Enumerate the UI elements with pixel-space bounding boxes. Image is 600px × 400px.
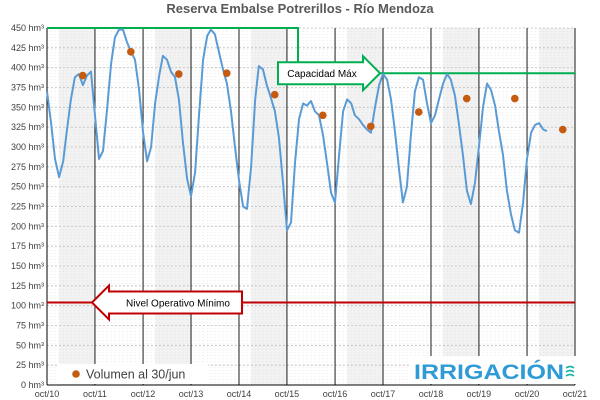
chart-title: Reserva Embalse Potrerillos - Río Mendoz… [166, 1, 434, 16]
reference-lines: Capacidad Máx Nivel Operativo Mínimo [47, 27, 575, 322]
y-tick-label: 425 hm³ [11, 43, 44, 53]
june30-volume-point [127, 48, 135, 56]
y-tick-label: 150 hm³ [11, 261, 44, 271]
y-tick-label: 450 hm³ [11, 23, 44, 33]
x-tick-label: oct/17 [371, 389, 396, 399]
x-tick-label: oct/15 [275, 389, 300, 399]
y-tick-label: 375 hm³ [11, 83, 44, 93]
series-layer [46, 28, 567, 234]
june30-volume-point [558, 125, 567, 134]
x-axis: oct/10 oct/11 oct/12 oct/13 oct/14 oct/15 oct/… [35, 389, 588, 399]
legend: Volumen al 30/jun [58, 364, 208, 384]
grid-lines [46, 27, 576, 386]
logo-wave-icon [565, 373, 575, 377]
y-tick-label: 25 hm³ [16, 360, 44, 370]
june30-volume-point [78, 71, 87, 80]
y-tick-label: 75 hm³ [16, 321, 44, 331]
x-tick-label: oct/10 [35, 389, 60, 399]
logo-wave-icon [565, 369, 575, 373]
legend-marker [72, 370, 80, 378]
x-tick-label: oct/14 [227, 389, 252, 399]
y-tick-label: 50 hm³ [16, 340, 44, 350]
legend-label: Volumen al 30/jun [86, 368, 185, 382]
x-tick-label: oct/11 [83, 389, 107, 399]
logo-text: IRRIGACIÓN [414, 360, 564, 384]
june30-volume-point [414, 108, 423, 116]
x-tick-label: oct/21 [563, 389, 588, 399]
y-tick-label: 300 hm³ [11, 142, 44, 152]
y-tick-label: 225 hm³ [11, 202, 44, 212]
max-capacity-label: Capacidad Máx [287, 69, 356, 80]
june30-volume-point [270, 90, 279, 99]
y-tick-label: 325 hm³ [11, 122, 44, 132]
x-tick-label: oct/12 [131, 389, 156, 399]
y-tick-label: 250 hm³ [11, 182, 44, 192]
year-band [155, 28, 192, 385]
min-operating-arrow [90, 283, 243, 322]
legend-box [58, 364, 208, 384]
y-axis: 0 hm³ 25 hm³ 50 hm³ 75 hm³ 100 hm³ 125 hm³ 150… [11, 23, 44, 390]
y-tick-label: 350 hm³ [11, 102, 44, 112]
max-capacity-line [47, 27, 575, 75]
x-tick-label: oct/20 [515, 389, 540, 399]
y-tick-label: 125 hm³ [11, 281, 44, 291]
max-capacity-arrow [277, 53, 382, 93]
y-tick-label: 200 hm³ [11, 221, 44, 231]
x-tick-label: oct/13 [179, 389, 204, 399]
y-tick-label: 175 hm³ [11, 241, 44, 251]
y-tick-label: 100 hm³ [11, 301, 44, 311]
june30-volume-point [511, 94, 519, 103]
min-operating-label: Nivel Operativo Mínimo [126, 298, 230, 309]
y-tick-label: 400 hm³ [11, 63, 44, 73]
y-tick-label: 275 hm³ [11, 162, 44, 172]
x-tick-label: oct/16 [323, 389, 348, 399]
x-tick-label: oct/19 [467, 389, 492, 399]
irrigacion-logo: IRRIGACIÓN [410, 356, 578, 384]
logo-background [410, 356, 578, 384]
x-tick-label: oct/18 [419, 389, 444, 399]
june30-volume-point [222, 69, 231, 78]
year-band [539, 28, 575, 385]
june30-volume-point [462, 94, 471, 103]
logo-wave-icon [565, 365, 575, 369]
y-tick-label: 0 hm³ [21, 380, 44, 390]
june30-volume-point [175, 70, 183, 78]
june30-volume-point [366, 122, 375, 131]
june30-volume-point [319, 111, 327, 120]
